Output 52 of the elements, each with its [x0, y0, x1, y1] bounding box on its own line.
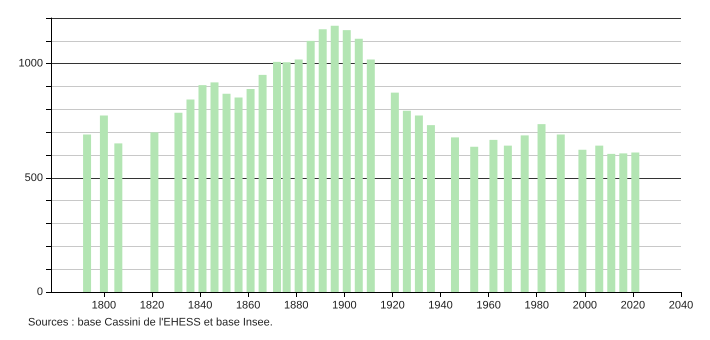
- bar: [294, 60, 303, 292]
- bar: [538, 124, 546, 292]
- bar: [402, 110, 411, 292]
- bar: [258, 74, 267, 292]
- y-tick-label: 1000: [18, 58, 43, 70]
- bar: [318, 29, 327, 292]
- bar: [414, 116, 423, 292]
- bar: [186, 100, 194, 292]
- x-tick-label: 2020: [620, 300, 646, 312]
- y-tick-label: 500: [24, 172, 43, 184]
- bar: [342, 30, 351, 292]
- x-tick-label: 1860: [236, 300, 260, 312]
- bar: [222, 94, 231, 292]
- bar: [330, 26, 339, 292]
- bar: [556, 134, 565, 292]
- bar: [619, 153, 628, 292]
- bar: [198, 85, 206, 292]
- y-tick-label: 0: [36, 286, 43, 298]
- bar: [114, 143, 122, 292]
- bar: [578, 150, 586, 292]
- bar: [607, 154, 616, 292]
- bar: [470, 146, 478, 292]
- bar: [489, 140, 498, 292]
- bar: [366, 60, 375, 292]
- x-tick-label: 1920: [380, 300, 405, 312]
- source-note: Sources : base Cassini de l'EHESS et base Insee.: [28, 316, 273, 328]
- x-tick-label: 1900: [332, 300, 357, 312]
- bar: [246, 89, 255, 292]
- x-tick-label: 2040: [668, 300, 694, 312]
- x-tick-label: 1820: [140, 300, 164, 312]
- x-tick-label: 1800: [92, 300, 116, 312]
- bar: [210, 82, 219, 292]
- bar: [450, 137, 459, 292]
- bar: [174, 112, 182, 292]
- bar: [390, 92, 399, 292]
- bar: [354, 38, 363, 292]
- bar: [150, 132, 158, 292]
- bar: [100, 116, 108, 292]
- bar: [631, 152, 640, 292]
- bar: [83, 134, 92, 292]
- bar: [520, 135, 529, 292]
- x-tick-label: 1840: [188, 300, 212, 312]
- x-tick-label: 1940: [428, 300, 453, 312]
- x-tick-label: 1980: [524, 300, 549, 312]
- x-tick-label: 1880: [284, 300, 309, 312]
- bar: [504, 146, 512, 292]
- bar: [306, 40, 315, 292]
- x-tick-label: 1960: [476, 300, 501, 312]
- bar: [426, 125, 435, 292]
- bar: [595, 146, 604, 292]
- x-tick-label: 2000: [572, 300, 598, 312]
- bar: [234, 97, 243, 292]
